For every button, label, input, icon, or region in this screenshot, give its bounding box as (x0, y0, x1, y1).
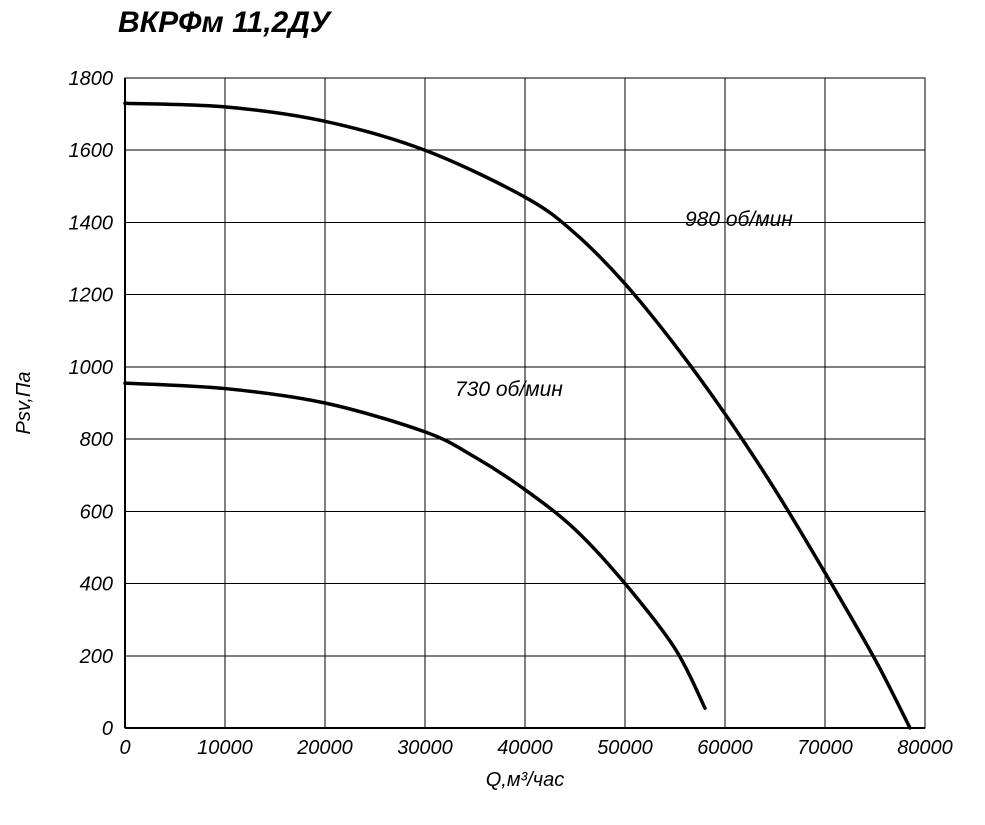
y-tick-label: 1200 (69, 285, 114, 307)
chart-svg: 0100002000030000400005000060000700008000… (0, 0, 985, 825)
y-axis-label: Psv,Па (13, 371, 35, 434)
grid (125, 78, 925, 728)
series-label-rpm980: 980 об/мин (685, 208, 793, 231)
x-tick-label: 60000 (697, 737, 753, 759)
x-tick-label: 20000 (296, 737, 353, 759)
y-tick-label: 1000 (69, 357, 114, 379)
x-tick-label: 70000 (797, 737, 853, 759)
y-tick-label: 1800 (69, 68, 114, 90)
series-rpm980 (125, 103, 910, 728)
y-tick-label: 0 (102, 718, 113, 740)
chart-title: ВКРФм 11,2ДУ (118, 6, 330, 40)
y-tick-label: 1400 (69, 212, 114, 234)
x-tick-label: 50000 (597, 737, 653, 759)
chart-container: ВКРФм 11,2ДУ 010000200003000040000500006… (0, 0, 985, 825)
x-axis-label: Q,м³/час (486, 769, 565, 791)
y-tick-label: 600 (80, 501, 113, 523)
y-tick-label: 200 (79, 646, 113, 668)
x-tick-label: 40000 (497, 737, 553, 759)
series-rpm730 (125, 383, 705, 708)
y-tick-label: 1600 (69, 140, 114, 162)
y-tick-label: 400 (80, 574, 113, 596)
x-tick-label: 30000 (397, 737, 453, 759)
y-tick-label: 800 (80, 429, 113, 451)
x-tick-label: 80000 (897, 737, 953, 759)
series-label-rpm730: 730 об/мин (455, 378, 563, 401)
x-tick-label: 0 (119, 737, 130, 759)
x-tick-label: 10000 (197, 737, 253, 759)
